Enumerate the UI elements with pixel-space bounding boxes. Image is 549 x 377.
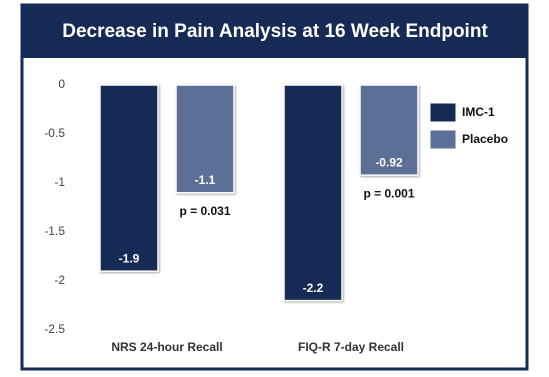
chart-title: Decrease in Pain Analysis at 16 Week End… — [62, 21, 488, 42]
value-label: -2.2 — [303, 281, 324, 295]
value-label: -0.92 — [375, 155, 403, 169]
y-tick-label: -2.5 — [44, 322, 65, 336]
value-label: -1.9 — [119, 251, 140, 265]
bar — [283, 84, 343, 302]
y-tick-label: -1 — [54, 175, 65, 189]
value-label: -1.1 — [195, 173, 216, 187]
y-tick-label: -2 — [54, 273, 65, 287]
y-tick-label: -1.5 — [44, 224, 65, 238]
chart-frame — [20, 3, 529, 371]
x-tick-label: NRS 24-hour Recall — [111, 340, 222, 354]
title-bar — [22, 5, 527, 58]
x-tick-label: FIQ-R 7-day Recall — [298, 340, 404, 354]
y-tick-label: -0.5 — [44, 126, 65, 140]
annotation: p = 0.031 — [179, 204, 230, 218]
bar — [359, 84, 419, 176]
bar — [99, 84, 159, 272]
y-tick-label: 0 — [58, 77, 65, 91]
legend-swatch — [429, 129, 457, 150]
annotation: p = 0.001 — [363, 186, 414, 200]
legend-swatch — [429, 102, 457, 123]
bar — [175, 84, 235, 194]
legend-label: IMC-1 — [462, 105, 495, 119]
legend-label: Placebo — [462, 132, 508, 146]
